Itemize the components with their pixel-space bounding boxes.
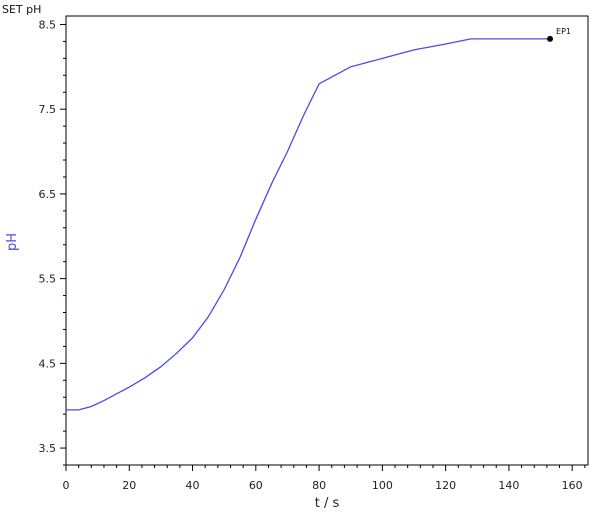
x-tick-label: 140 [498,479,519,492]
y-tick-label: 3.5 [39,442,57,455]
x-tick-label: 120 [435,479,456,492]
y-tick-label: 7.5 [39,103,57,116]
x-axis-title: t / s [315,496,340,511]
mode-label: SET pH [2,3,41,16]
endpoint-marker [547,35,554,42]
endpoint-label: EP1 [556,27,571,36]
series-line-ph [66,38,550,411]
y-tick-label: 5.5 [39,273,57,286]
x-tick-label: 60 [249,479,263,492]
y-tick-label: 4.5 [39,357,57,370]
axes [65,15,589,466]
y-tick-label: 6.5 [39,188,57,201]
x-tick-label: 0 [63,479,70,492]
x-tick-label: 160 [562,479,583,492]
x-tick-label: 20 [122,479,136,492]
x-tick-label: 80 [312,479,326,492]
x-tick-label: 40 [186,479,200,492]
x-tick-label: 100 [372,479,393,492]
plot-frame [65,15,589,466]
ticks [60,23,586,471]
y-tick-label: 8.5 [39,18,57,31]
tick-labels: 0 20 40 60 80 100 120 140 160 3.5 4.5 5.5 6.5 7.5 8.5 [39,18,583,492]
y-axis-title: pH [5,233,20,251]
